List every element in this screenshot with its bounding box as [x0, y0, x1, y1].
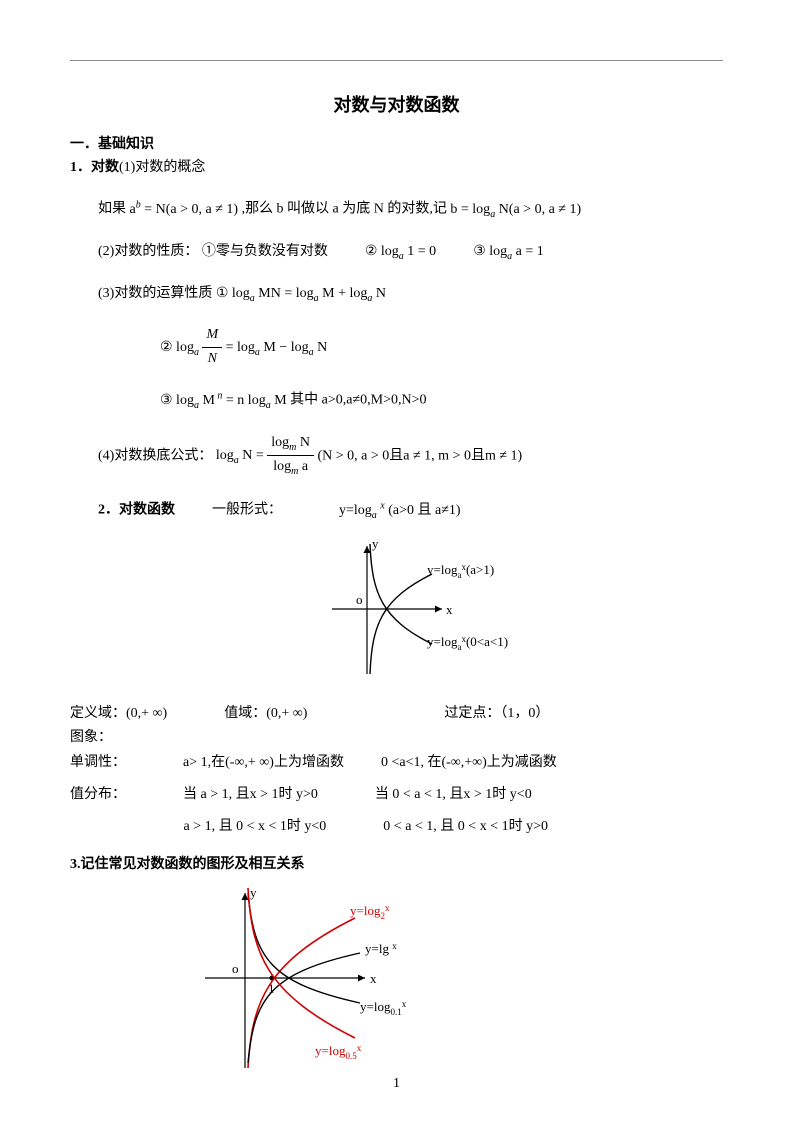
chart1-wrap: y x o y=logax(a>1) y=logax(0<a<1) — [70, 534, 723, 689]
svg-text:y=log2x: y=log2x — [350, 903, 390, 921]
rule3-line: ③ loga M n = n loga M 其中 a>0,a≠0,M>0,N>0 — [160, 388, 723, 413]
dist-3: a > 1, 且 0 < x < 1时 y<0 — [184, 819, 327, 834]
page-title: 对数与对数函数 — [70, 91, 723, 117]
dist-line-2: a > 1, 且 0 < x < 1时 y<0 0 < a < 1, 且 0 <… — [70, 816, 723, 838]
prop2-head: (2)对数的性质： — [98, 244, 198, 259]
mono-1: a> 1,在(-∞,+ ∞)上为增函数 — [183, 755, 344, 770]
svg-text:y=logax(0<a<1): y=logax(0<a<1) — [427, 634, 508, 652]
svg-text:o: o — [356, 592, 363, 607]
rule1: ① loga MN = loga M + loga N — [216, 286, 386, 301]
svg-text:y: y — [250, 885, 257, 900]
svg-text:o: o — [232, 961, 239, 976]
domain-line: 定义域：(0,+ ∞) 值域：(0,+ ∞) 过定点：（1，0） — [70, 703, 723, 725]
fixed-label: 过定点： — [444, 706, 500, 721]
definition-line: 如果 ab = N(a > 0, a ≠ 1) ,那么 b 叫做以 a 为底 N… — [98, 197, 723, 222]
svg-text:x: x — [446, 602, 453, 617]
section2-gen-eq: y=loga x (a>0 且 a≠1) — [339, 503, 461, 518]
item-1-head: 1．对数 — [70, 160, 119, 175]
def-mid: ,那么 b 叫做以 a 为底 N 的对数,记 — [242, 202, 447, 217]
rule3-where: 其中 a>0,a≠0,M>0,N>0 — [290, 393, 426, 408]
rule3: ③ loga M n = n loga M — [160, 393, 287, 408]
log-graph-basic: y x o y=logax(a>1) y=logax(0<a<1) — [282, 534, 512, 684]
section2-gen: 一般形式： — [212, 503, 282, 518]
prop4-cond: (N > 0, a > 0且a ≠ 1, m > 0且m ≠ 1) — [317, 448, 522, 463]
section-1-head: 一．基础知识 — [70, 133, 723, 153]
dist-label: 值分布： — [70, 787, 126, 802]
prop4-frac: logm N logm a — [267, 432, 314, 481]
domain-val: (0,+ ∞) — [126, 706, 167, 721]
range-label: 值域： — [224, 706, 266, 721]
rule2-frac: M N — [202, 324, 222, 370]
prop4-left: loga N = — [216, 448, 267, 463]
item-1-sub: (1)对数的概念 — [119, 160, 205, 175]
mono-2: 0 <a<1, 在(-∞,+∞)上为减函数 — [381, 755, 557, 770]
mono-line: 单调性： a> 1,在(-∞,+ ∞)上为增函数 0 <a<1, 在(-∞,+∞… — [70, 752, 723, 774]
mono-label: 单调性： — [70, 755, 126, 770]
def-eq1: ab = N(a > 0, a ≠ 1) — [130, 202, 239, 217]
svg-text:x: x — [370, 971, 377, 986]
section3-head: 3.记住常见对数函数的图形及相互关系 — [70, 853, 723, 873]
prop2-3: ③ loga a = 1 — [473, 244, 544, 259]
svg-text:y=lg x: y=lg x — [365, 941, 397, 956]
rule2-right: = loga M − loga N — [226, 340, 328, 355]
fixed-val: （1，0） — [500, 706, 549, 721]
image-label-line: 图象： — [70, 727, 723, 749]
properties-block: 定义域：(0,+ ∞) 值域：(0,+ ∞) 过定点：（1，0） 图象： 单调性… — [70, 703, 723, 839]
item-1-line: 1．对数(1)对数的概念 — [70, 157, 723, 179]
svg-text:y=log0.1x: y=log0.1x — [360, 999, 407, 1017]
def-prefix: 如果 — [98, 202, 126, 217]
range-val: (0,+ ∞) — [266, 706, 307, 721]
rule2-frac-den: N — [202, 348, 222, 370]
rule2-frac-num: M — [202, 324, 222, 347]
domain-label: 定义域： — [70, 706, 126, 721]
page-number: 1 — [0, 1076, 793, 1092]
dist-2: 当 0 < a < 1, 且x > 1时 y<0 — [375, 787, 532, 802]
rule2-line: ② loga M N = loga M − loga N — [160, 324, 723, 370]
prop3-head: (3)对数的运算性质 — [98, 286, 212, 301]
prop2-2: ② loga 1 = 0 — [365, 244, 436, 259]
prop4-frac-den: logm a — [267, 456, 314, 480]
chart2-wrap: y x o 1 y=log2x y=lg x y=log0.1x y=log0.… — [190, 883, 723, 1078]
dist-4: 0 < a < 1, 且 0 < x < 1时 y>0 — [383, 819, 548, 834]
prop4-line: (4)对数换底公式： loga N = logm N logm a (N > 0… — [98, 432, 723, 481]
rule2-left: ② loga — [160, 340, 199, 355]
prop4-frac-num: logm N — [267, 432, 314, 457]
dist-line-1: 值分布： 当 a > 1, 且x > 1时 y>0 当 0 < a < 1, 且… — [70, 784, 723, 806]
prop4-head: (4)对数换底公式： — [98, 448, 212, 463]
prop3-line: (3)对数的运算性质 ① loga MN = loga M + loga N — [98, 283, 723, 307]
svg-text:y: y — [372, 536, 379, 551]
dist-1: 当 a > 1, 且x > 1时 y>0 — [183, 787, 318, 802]
svg-text:y=logax(a>1): y=logax(a>1) — [427, 562, 494, 580]
def-eq2: b = loga N(a > 0, a ≠ 1) — [450, 202, 581, 217]
prop2-line: (2)对数的性质： ①零与负数没有对数 ② loga 1 = 0 ③ loga … — [98, 241, 723, 265]
section2-line: 2．对数函数 一般形式： y=loga x (a>0 且 a≠1) — [98, 498, 723, 523]
svg-text:y=log0.5x: y=log0.5x — [315, 1043, 362, 1061]
log-graph-multi: y x o 1 y=log2x y=lg x y=log0.1x y=log0.… — [190, 883, 470, 1073]
top-rule — [70, 60, 723, 61]
prop2-1: ①零与负数没有对数 — [202, 244, 328, 259]
section2-head: 2．对数函数 — [98, 503, 175, 518]
